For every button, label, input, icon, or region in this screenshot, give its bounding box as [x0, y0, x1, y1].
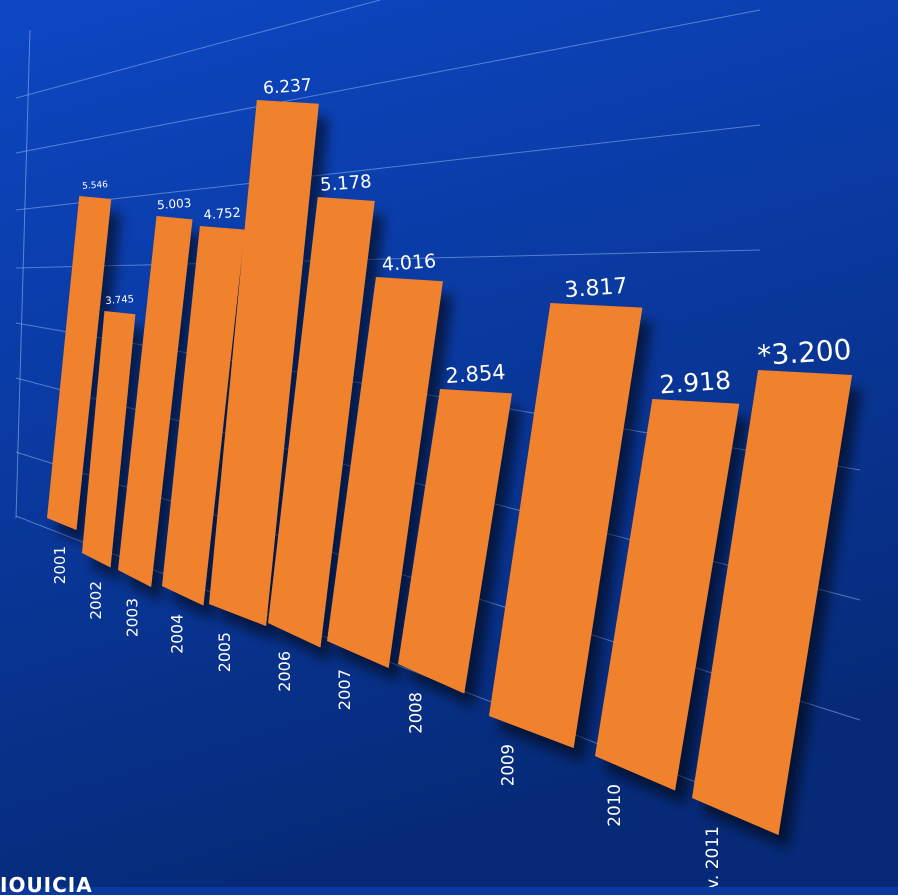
x-tick-labels: 2001 2002 2003 2004 2005 2006 2007 2008 2009 2010…	[51, 546, 723, 895]
grid-line	[15, 9, 761, 154]
grid-line	[15, 0, 381, 99]
x-tick-label: Prev. 2011	[703, 826, 723, 887]
value-label: 4.752	[203, 206, 241, 224]
bar-2007	[327, 277, 443, 668]
bar-prev-2011	[692, 370, 853, 835]
bar-2005	[209, 100, 319, 626]
bar-2001	[47, 196, 112, 530]
value-label: 6.237	[263, 75, 313, 98]
value-label: 5.546	[82, 180, 109, 192]
x-tick-label: 2001	[51, 546, 69, 584]
value-label: 2.918	[659, 366, 732, 400]
bar-2002	[82, 311, 136, 568]
value-label: 3.745	[105, 294, 134, 307]
y-axis-line	[15, 29, 31, 519]
x-tick-label: 2002	[87, 581, 105, 620]
value-label: 3.817	[564, 274, 629, 303]
value-label: 2.854	[445, 360, 507, 388]
value-label: *3.200	[756, 333, 852, 372]
bar-2009	[489, 303, 643, 748]
bars	[47, 100, 853, 835]
x-tick-label: 2006	[275, 651, 294, 692]
value-label: 5.178	[319, 171, 372, 196]
value-labels: 5.546 3.745 5.003 4.752 6.237 5.178 4.016 2.854…	[82, 75, 853, 399]
bar-2003	[118, 216, 193, 587]
x-tick-label: 2007	[335, 669, 354, 710]
bar-2006	[268, 197, 375, 648]
bar-2010	[595, 399, 740, 791]
value-label: 4.016	[381, 250, 437, 276]
x-tick-label: 2010	[604, 784, 624, 827]
value-label: 5.003	[157, 196, 192, 212]
x-tick-label: 2003	[124, 598, 142, 637]
grid-line	[15, 249, 761, 269]
partial-footer-text: IOUICIA	[0, 873, 93, 895]
bar-2004	[162, 226, 245, 606]
x-tick-label: 2005	[215, 632, 234, 672]
grid-line	[15, 124, 761, 211]
x-tick-label: 2009	[498, 744, 517, 786]
x-tick-label: 2004	[168, 614, 186, 654]
bar-2008	[398, 389, 513, 694]
x-tick-label: 2008	[407, 692, 426, 734]
